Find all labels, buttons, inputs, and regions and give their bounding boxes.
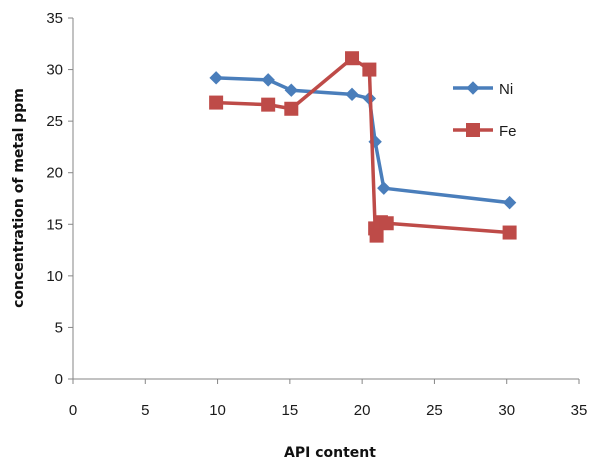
x-tick-label: 25 (426, 402, 443, 419)
x-axis-title: API content (284, 445, 376, 461)
data-point-ni (345, 87, 359, 102)
data-point-fe (261, 97, 276, 112)
series-ni (209, 71, 517, 210)
x-tick-label: 0 (69, 402, 77, 419)
data-point-fe (379, 216, 394, 231)
data-point-ni (502, 195, 517, 210)
y-tick-label: 0 (55, 371, 63, 388)
data-point-ni (377, 181, 391, 195)
y-axis: 0 5 10 15 20 25 30 35 (46, 10, 74, 388)
legend-item-fe: Fe (453, 123, 517, 140)
data-point-fe (345, 51, 360, 66)
data-point-fe (209, 95, 224, 110)
legend-swatch-marker (466, 81, 480, 95)
series-fe (209, 51, 517, 243)
x-tick-label: 30 (498, 402, 515, 419)
x-tick-label: 5 (141, 402, 149, 419)
y-tick-label: 25 (46, 113, 63, 130)
legend-item-ni: Ni (453, 81, 513, 98)
series-line-ni (216, 76, 510, 205)
y-tick-label: 30 (46, 62, 63, 79)
x-tick-label: 15 (282, 402, 299, 419)
series-line-fe (216, 56, 510, 238)
plot-series (209, 51, 517, 243)
x-tick-label: 20 (354, 402, 371, 419)
data-point-fe (284, 101, 299, 116)
x-tick-label: 35 (571, 402, 588, 419)
y-tick-label: 20 (46, 165, 63, 182)
y-tick-label: 10 (46, 268, 63, 285)
legend-label: Ni (499, 81, 513, 98)
data-point-ni (209, 71, 223, 85)
data-point-ni (261, 73, 275, 87)
y-tick-label: 15 (46, 216, 63, 233)
data-point-fe (502, 225, 517, 240)
y-tick-label: 35 (46, 10, 63, 27)
data-point-ni (284, 83, 299, 97)
y-tick-label: 5 (55, 319, 63, 336)
x-tick-label: 10 (209, 402, 226, 419)
y-axis-title: concentration of metal ppm (11, 88, 27, 308)
legend-label: Fe (499, 123, 517, 140)
data-point-fe (362, 62, 377, 77)
legend-swatch-marker (466, 123, 480, 137)
x-axis: 0 5 10 15 20 25 30 35 (69, 378, 588, 419)
data-point-fe (369, 228, 384, 243)
legend: Ni Fe (453, 81, 517, 140)
